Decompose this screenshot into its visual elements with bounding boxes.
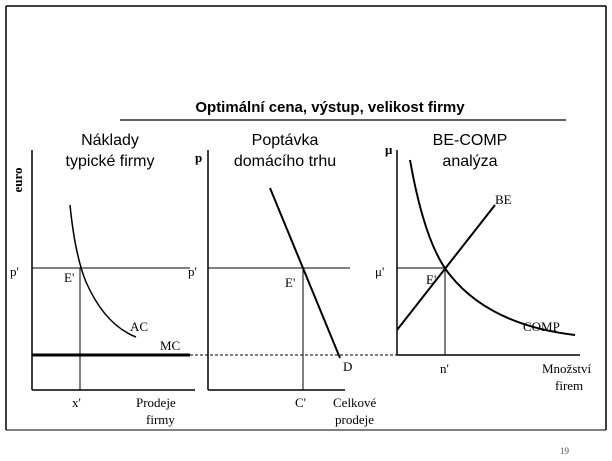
equilibrium-label: E' [64, 270, 74, 285]
heading: typické firmy [66, 153, 155, 170]
y-axis-label: p [195, 150, 202, 165]
x-axis-label: prodeje [335, 412, 374, 427]
ac-curve [69, 204, 137, 338]
equilibrium-label: E' [426, 272, 436, 287]
curve-label: D [343, 359, 352, 374]
price-label: p' [188, 264, 197, 279]
panel-be-comp: BE-COMP analýza μ μ' E' BE COMP n' Množs… [375, 132, 592, 393]
x-axis-label: Množství [542, 361, 592, 376]
y-axis-label: euro [10, 167, 25, 192]
x-tick-label: C' [295, 395, 306, 410]
curve-label: BE [495, 192, 512, 207]
price-label: p' [10, 264, 19, 279]
x-tick-label: n' [440, 361, 449, 376]
panel-costs: Náklady typické firmy euro p' E' AC MC x… [10, 132, 400, 427]
y-axis-label: μ [385, 142, 393, 157]
heading: Poptávka [252, 132, 319, 149]
x-axis-label: firmy [146, 412, 175, 427]
curve-label: AC [130, 319, 148, 334]
curve-label: COMP [523, 319, 560, 334]
heading: domácího trhu [234, 153, 336, 170]
equilibrium-label: E' [285, 275, 295, 290]
x-axis-label: Celkové [333, 395, 377, 410]
be-line [396, 204, 496, 331]
x-axis-label: Prodeje [136, 395, 176, 410]
panel-demand: Poptávka domácího trhu p p' E' D C' Celk… [188, 132, 377, 427]
demand-line [269, 187, 341, 359]
frame [5, 5, 607, 431]
curve-label: MC [160, 338, 180, 353]
heading: BE-COMP [433, 132, 508, 149]
slide-title: Optimální cena, výstup, velikost firmy [195, 99, 465, 116]
page-number: 19 [560, 446, 570, 456]
heading: Náklady [81, 132, 139, 149]
heading: analýza [442, 153, 497, 170]
comp-curve [409, 159, 576, 336]
x-tick-label: x' [72, 395, 81, 410]
price-label: μ' [375, 264, 384, 279]
x-axis-label: firem [555, 378, 583, 393]
